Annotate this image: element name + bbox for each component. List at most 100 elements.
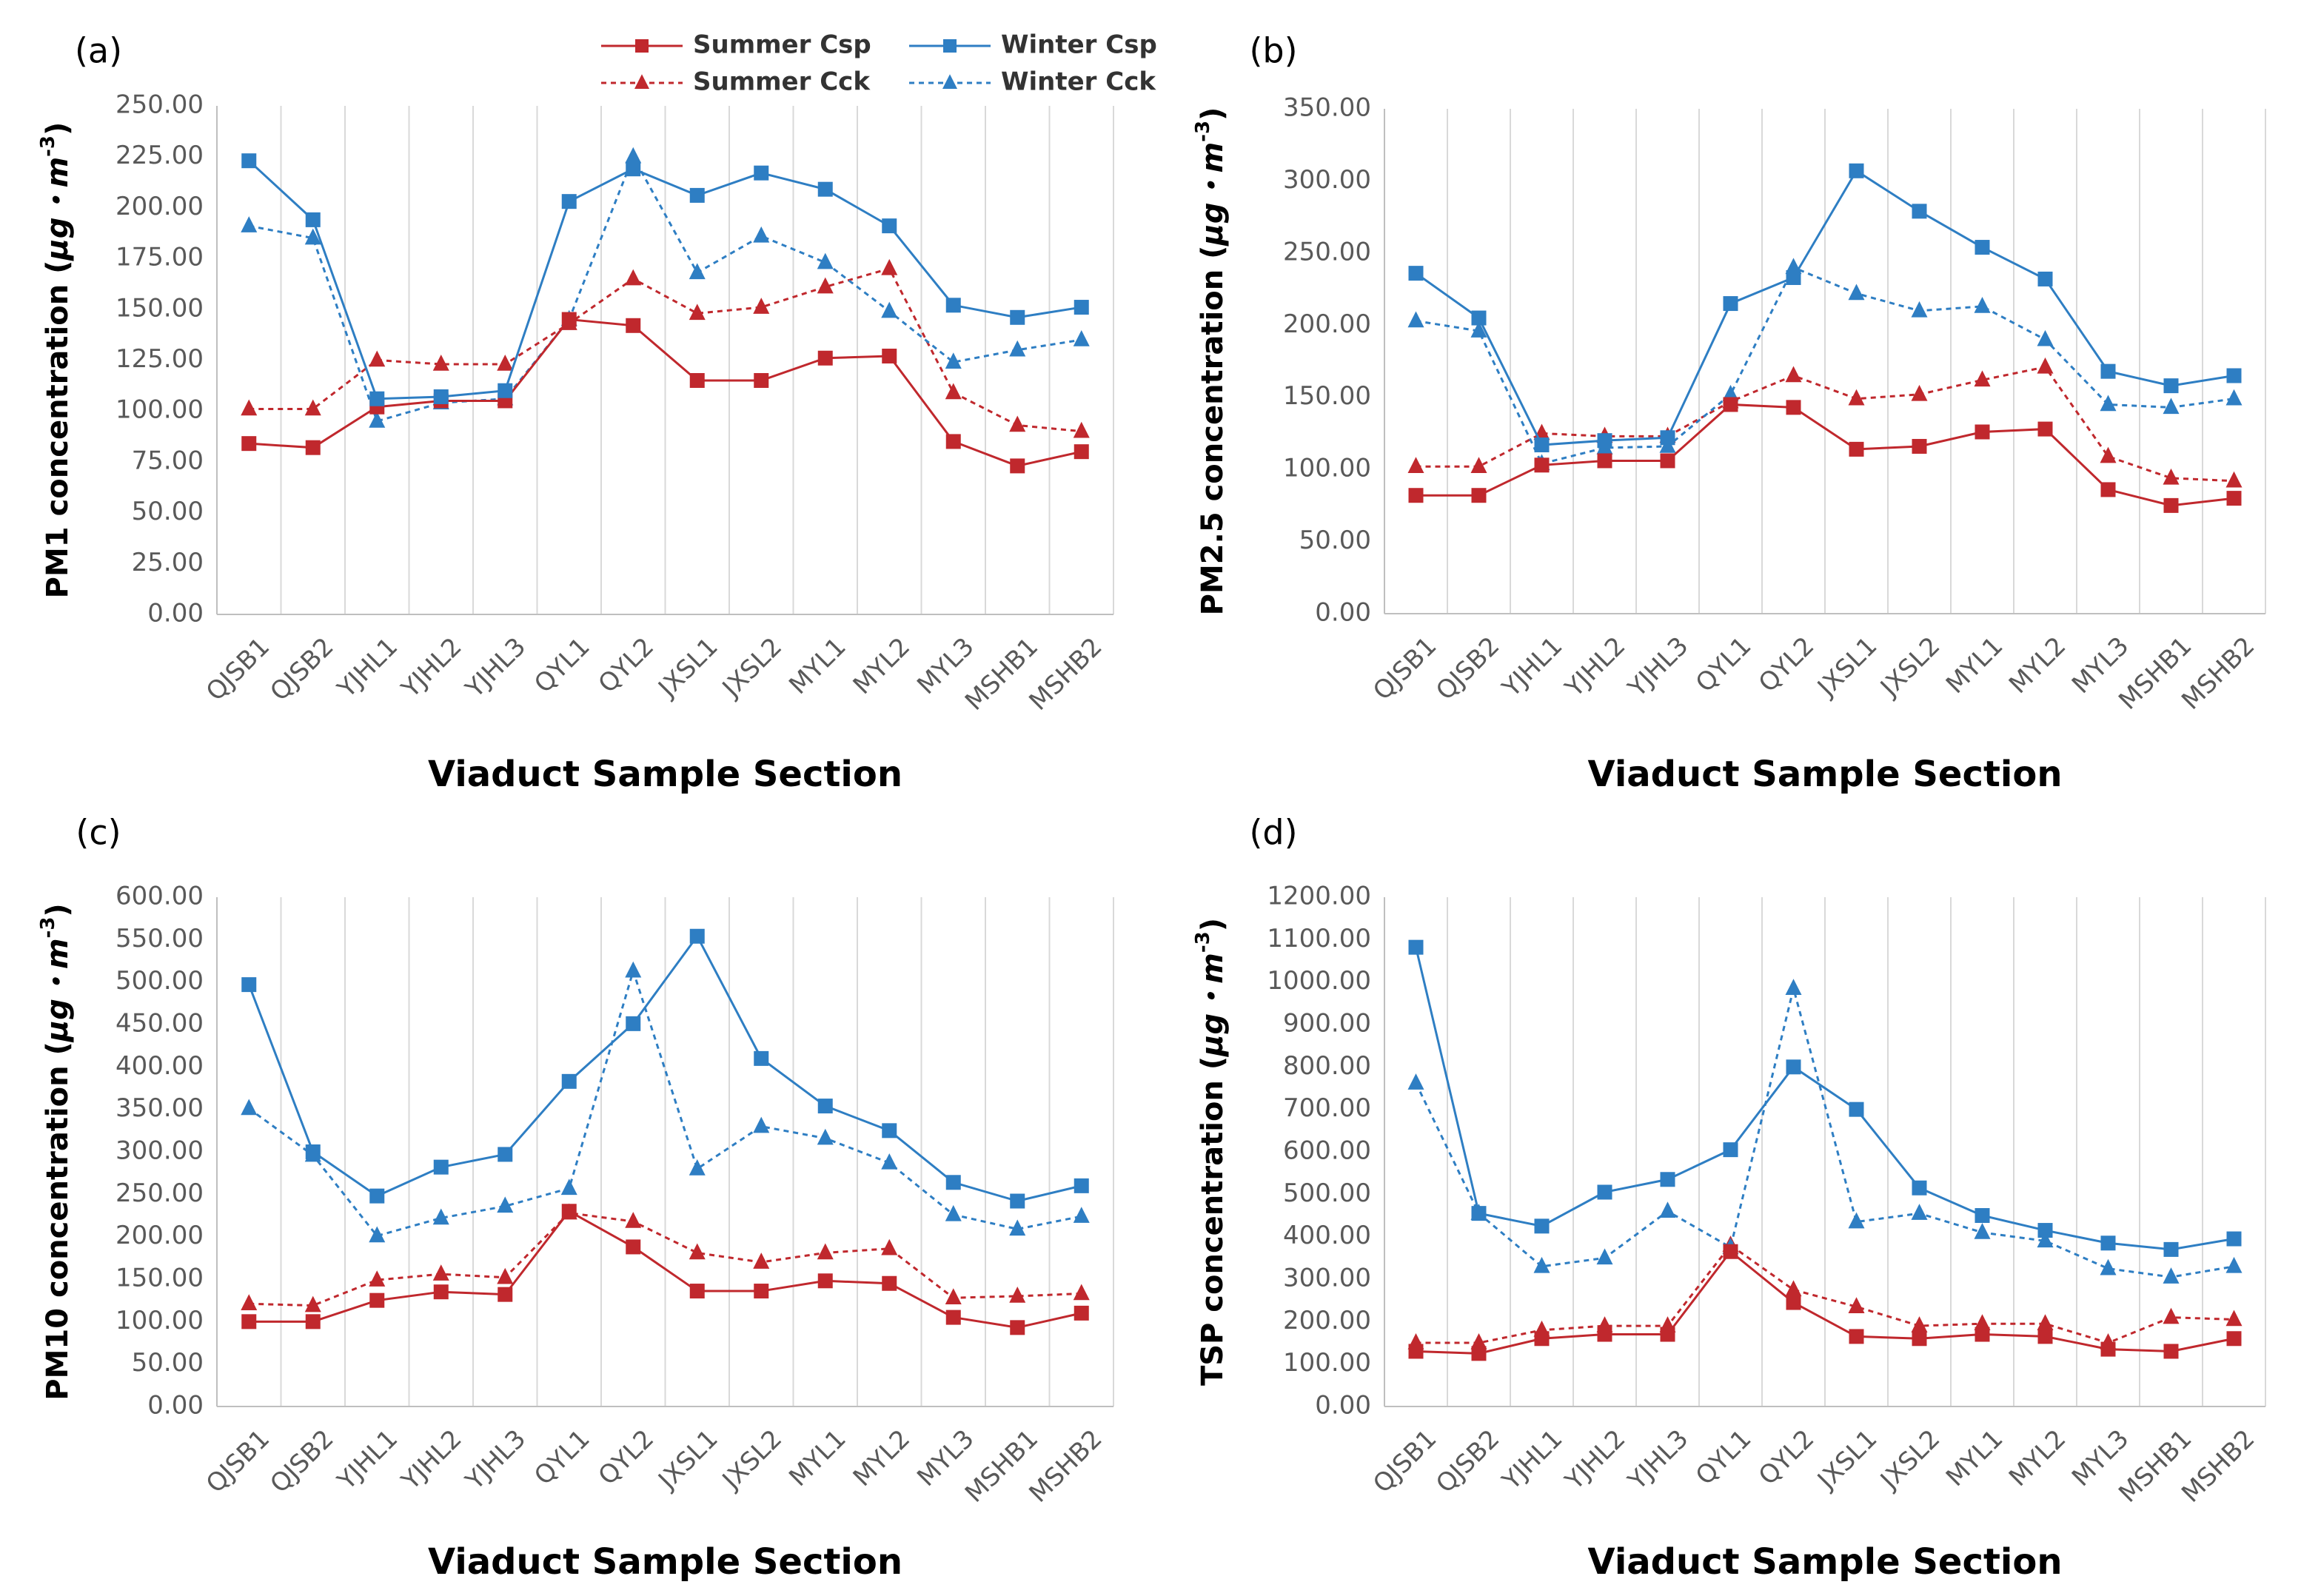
data-point-winter-cck	[369, 1226, 386, 1243]
data-point-summer-csp	[1471, 488, 1487, 503]
series-line-summer-cck	[1416, 366, 2234, 483]
data-point-winter-cck	[753, 1116, 770, 1133]
x-tick-label: MYL2	[848, 1424, 916, 1492]
data-point-summer-cck	[1848, 1297, 1865, 1314]
y-tick-label: 175.00	[115, 243, 204, 272]
y-tick-label: 50.00	[132, 1348, 204, 1378]
data-point-summer-csp	[1534, 1331, 1550, 1347]
x-tick-label: QYL1	[529, 1424, 596, 1492]
y-tick-label: 125.00	[115, 344, 204, 374]
data-point-summer-cck	[2163, 1307, 2180, 1324]
data-point-summer-cck	[945, 1288, 962, 1305]
x-tick-label: QYL1	[1690, 1424, 1758, 1492]
x-tick-label: YJHL3	[1622, 631, 1695, 704]
data-point-summer-cck	[625, 269, 642, 286]
y-tick-label: 1000.00	[1267, 966, 1371, 996]
data-point-summer-csp	[1597, 453, 1612, 469]
data-point-summer-csp	[1660, 453, 1675, 469]
x-tick-label: JXSL2	[1874, 631, 1946, 703]
data-point-summer-csp	[369, 1292, 385, 1308]
y-tick-label: 200.00	[1283, 1306, 1371, 1335]
data-point-summer-cck	[1848, 389, 1865, 406]
data-point-summer-csp	[241, 436, 257, 452]
x-tick-label: YJHL1	[1496, 1424, 1569, 1497]
panel-label: (d)	[1249, 813, 1297, 853]
data-point-winter-csp	[1408, 939, 1424, 955]
y-tick-label: 300.00	[1283, 165, 1371, 195]
y-tick-label: 100.00	[115, 1306, 204, 1335]
y-tick-label: 150.00	[1283, 381, 1371, 411]
data-point-summer-cck	[881, 258, 898, 275]
data-point-summer-csp	[754, 1284, 769, 1299]
x-tick-label: YJHL2	[1559, 1424, 1632, 1497]
data-point-summer-cck	[497, 1267, 514, 1284]
x-tick-label: MYL2	[2003, 631, 2071, 700]
legend-label-summer-cck: Summer Cck	[693, 67, 871, 97]
data-point-summer-csp	[2037, 421, 2053, 437]
data-point-summer-cck	[2225, 471, 2243, 488]
data-point-winter-csp	[498, 1147, 513, 1162]
data-point-winter-cck	[1659, 1201, 1676, 1218]
x-tick-label: YJHL3	[460, 632, 532, 705]
x-tick-label: YJHL1	[1496, 631, 1569, 704]
x-tick-label: YJHL1	[332, 632, 404, 705]
data-point-winter-cck	[1974, 296, 1991, 313]
data-point-summer-cck	[817, 1243, 834, 1260]
y-tick-label: 225.00	[115, 141, 204, 170]
data-point-winter-csp	[817, 1099, 833, 1114]
data-point-summer-cck	[1785, 1280, 1802, 1297]
y-tick-label: 50.00	[132, 497, 204, 526]
y-tick-label: 250.00	[115, 1178, 204, 1208]
data-point-summer-csp	[754, 372, 769, 388]
data-point-winter-csp	[945, 298, 961, 313]
data-point-winter-csp	[2100, 363, 2116, 379]
data-point-summer-cck	[1974, 1314, 1991, 1330]
data-point-summer-csp	[882, 1275, 897, 1291]
data-point-winter-csp	[2163, 1241, 2179, 1257]
data-point-summer-cck	[369, 350, 386, 367]
data-point-winter-csp	[882, 1123, 897, 1139]
y-tick-label: 100.00	[115, 395, 204, 425]
data-point-summer-cck	[1073, 1284, 1090, 1301]
x-tick-label: YJHL1	[332, 1424, 404, 1497]
data-point-summer-csp	[241, 1314, 257, 1330]
data-point-winter-csp	[754, 1050, 769, 1066]
data-point-winter-csp	[369, 391, 385, 406]
data-point-summer-csp	[2037, 1329, 2053, 1344]
x-axis-label: Viaduct Sample Section	[428, 1541, 902, 1583]
data-point-summer-cck	[817, 277, 834, 294]
data-point-winter-cck	[1073, 1207, 1090, 1223]
x-tick-label: QJSB2	[1430, 631, 1505, 706]
data-point-summer-csp	[1660, 1327, 1675, 1342]
y-axis-label: PM1 concentration (μg・m-3)	[37, 122, 76, 599]
x-tick-label: MYL1	[783, 1424, 851, 1492]
data-point-winter-csp	[689, 187, 705, 203]
x-tick-label: MYL2	[848, 632, 916, 700]
data-point-winter-csp	[1660, 1172, 1675, 1187]
series-line-winter-csp	[1415, 169, 2234, 446]
data-point-winter-cck	[1911, 1204, 1928, 1220]
data-point-winter-csp	[1408, 266, 1424, 281]
chart-panel-b: (b) 0.00 50.00 100.00 150.00 200.00 250.00 300.…	[1192, 31, 2266, 795]
x-axis-label: Viaduct Sample Section	[428, 754, 902, 795]
x-tick-label: QJSB1	[1367, 631, 1442, 706]
data-point-winter-cck	[1533, 1256, 1550, 1273]
y-tick-label: 600.00	[115, 882, 204, 911]
data-point-winter-cck	[560, 1178, 577, 1196]
data-point-summer-cck	[2037, 1314, 2054, 1330]
y-tick-label: 1100.00	[1267, 924, 1371, 953]
data-point-winter-csp	[241, 977, 257, 993]
y-tick-label: 75.00	[132, 446, 204, 475]
y-tick-label: 300.00	[1283, 1264, 1371, 1293]
y-tick-label: 500.00	[115, 966, 204, 996]
y-tick-label: 250.00	[1283, 237, 1371, 266]
data-point-summer-cck	[1470, 1333, 1487, 1349]
chart-panel-c: (c) 0.00 50.00 100.00 150.00 200.00 250.00 300.…	[37, 813, 1114, 1583]
legend: Summer Csp Winter Csp Summer Cck Winter Cck	[601, 30, 1157, 97]
data-point-winter-csp	[561, 194, 577, 209]
data-point-winter-csp	[433, 389, 449, 404]
data-point-winter-cck	[817, 1128, 834, 1145]
y-axis-label: PM2.5 concentration (μg・m-3)	[1192, 107, 1230, 616]
y-tick-label: 400.00	[115, 1051, 204, 1081]
